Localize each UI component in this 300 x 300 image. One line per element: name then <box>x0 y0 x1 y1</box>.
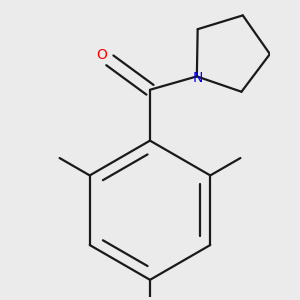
Text: N: N <box>193 71 203 85</box>
Text: O: O <box>96 48 107 62</box>
